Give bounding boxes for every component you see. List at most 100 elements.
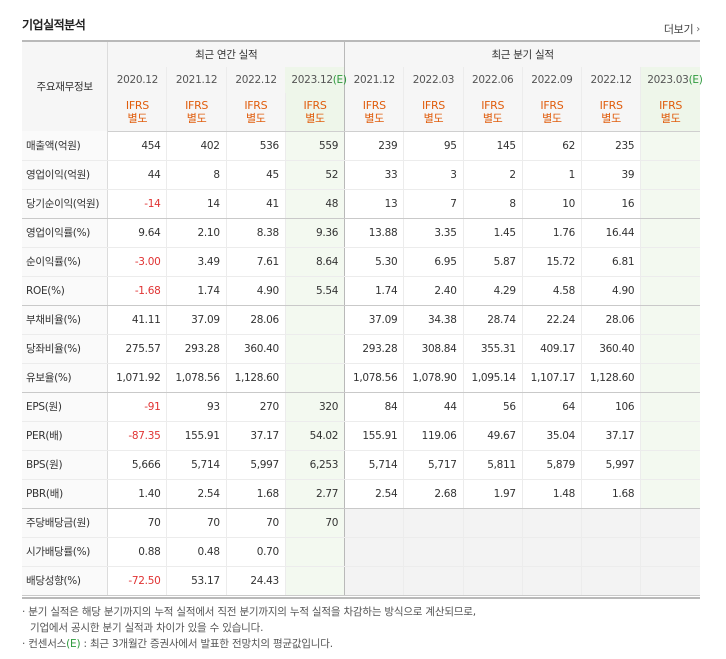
- table-row: 배당성향(%) -72.50 53.17 24.43: [22, 566, 700, 596]
- ifrs-line1: IFRS: [540, 98, 564, 112]
- quarter-value-cell: 5.87: [462, 247, 523, 277]
- quarter-value-cell: [344, 508, 404, 538]
- quarter-value-cell: [640, 218, 700, 248]
- footnotes: · 분기 실적은 해당 분기까지의 누적 실적에서 직전 분기까지의 누적 실적…: [22, 604, 712, 652]
- annual-value-cell: 1.68: [225, 479, 286, 509]
- quarter-value-cell: [462, 537, 523, 567]
- estimate-marker: (E): [66, 638, 81, 650]
- ifrs-standard-label: IFRS 별도: [284, 93, 345, 132]
- quarter-value-cell: [640, 537, 700, 567]
- annual-value-cell: [284, 537, 345, 567]
- quarter-value-cell: 409.17: [521, 334, 582, 364]
- quarter-value-cell: 64: [521, 392, 582, 422]
- quarter-value-cell: 37.09: [344, 305, 404, 335]
- quarter-value-cell: 1.97: [462, 479, 523, 509]
- quarter-value-cell: [640, 566, 700, 596]
- footnote-2-prefix: · 컨센서스: [22, 638, 67, 650]
- period-label: 2023.03: [647, 74, 689, 86]
- quarter-value-cell: 5,811: [462, 450, 523, 480]
- table-row: PBR(배) 1.40 2.54 1.68 2.77 2.54 2.68 1.97 1.48 1.…: [22, 479, 700, 509]
- ifrs-line1: IFRS: [185, 98, 209, 112]
- ifrs-standard-label: IFRS 별도: [640, 93, 700, 132]
- quarter-value-cell: 7: [403, 189, 464, 219]
- annual-value-cell: 1.74: [166, 276, 227, 306]
- more-label: 더보기: [663, 23, 694, 36]
- annual-value-cell: 1.40: [107, 479, 167, 509]
- annual-value-cell: 9.64: [107, 218, 167, 248]
- annual-value-cell: 5,714: [166, 450, 227, 480]
- annual-value-cell: 70: [284, 508, 345, 538]
- row-label: 영업이익(억원): [22, 160, 109, 190]
- annual-value-cell: -87.35: [107, 421, 167, 451]
- row-label: 영업이익률(%): [22, 218, 109, 248]
- quarter-value-cell: 34.38: [403, 305, 464, 335]
- table-row: EPS(원) -91 93 270 320 84 44 56 64 106: [22, 392, 700, 422]
- annual-period-header: 2022.12: [225, 67, 286, 93]
- group-annual: 최근 연간 실적: [107, 40, 345, 67]
- quarter-value-cell: [581, 508, 641, 538]
- annual-value-cell: 559: [284, 131, 345, 161]
- quarter-value-cell: 22.24: [521, 305, 582, 335]
- quarter-period-header: 2022.06: [462, 67, 523, 93]
- annual-value-cell: [284, 363, 345, 393]
- annual-period-header: 2023.12(E): [285, 67, 347, 93]
- annual-value-cell: 5.54: [284, 276, 345, 306]
- annual-value-cell: 8: [166, 160, 227, 190]
- ifrs-standard-label: IFRS 별도: [581, 93, 641, 132]
- annual-value-cell: 45: [225, 160, 286, 190]
- annual-value-cell: 2.77: [284, 479, 345, 509]
- annual-value-cell: 48: [284, 189, 345, 219]
- annual-value-cell: -1.68: [107, 276, 167, 306]
- ifrs-line1: IFRS: [244, 98, 268, 112]
- annual-value-cell: 293.28: [166, 334, 227, 364]
- estimate-marker: (E): [332, 74, 347, 86]
- ifrs-line1: IFRS: [481, 98, 505, 112]
- quarter-value-cell: 13.88: [344, 218, 404, 248]
- header-group-row: 주요재무정보 최근 연간 실적 최근 분기 실적: [22, 40, 700, 131]
- quarter-value-cell: 16: [581, 189, 641, 219]
- ifrs-standard-label: IFRS 별도: [225, 93, 286, 132]
- quarter-value-cell: 235: [581, 131, 641, 161]
- quarter-value-cell: 95: [403, 131, 464, 161]
- ifrs-standard-label: IFRS 별도: [107, 93, 167, 132]
- quarter-value-cell: [462, 508, 523, 538]
- annual-value-cell: 37.09: [166, 305, 227, 335]
- quarter-value-cell: 1,107.17: [521, 363, 582, 393]
- annual-period-header: 2020.12: [107, 67, 167, 93]
- table-row: 주당배당금(원) 70 70 70 70: [22, 508, 700, 538]
- quarter-value-cell: 8: [462, 189, 523, 219]
- table-row: 유보율(%) 1,071.92 1,078.56 1,128.60 1,078.56 1,…: [22, 363, 700, 393]
- annual-value-cell: 28.06: [225, 305, 286, 335]
- quarter-value-cell: 106: [581, 392, 641, 422]
- quarter-value-cell: 308.84: [403, 334, 464, 364]
- ifrs-line1: IFRS: [303, 98, 327, 112]
- quarter-value-cell: [403, 566, 464, 596]
- table-row: 당기순이익(억원) -14 14 41 48 13 7 8 10 16: [22, 189, 700, 219]
- section-title: 기업실적분석: [22, 18, 86, 32]
- annual-value-cell: 37.17: [225, 421, 286, 451]
- period-label: 2020.12: [116, 74, 159, 86]
- ifrs-standard-label: IFRS 별도: [166, 93, 227, 132]
- quarter-value-cell: 4.29: [462, 276, 523, 306]
- annual-value-cell: 8.64: [284, 247, 345, 277]
- row-label: 순이익률(%): [22, 247, 109, 277]
- quarter-value-cell: 5.30: [344, 247, 404, 277]
- annual-value-cell: 6,253: [284, 450, 345, 480]
- quarter-value-cell: [640, 392, 700, 422]
- quarter-value-cell: 28.74: [462, 305, 523, 335]
- annual-value-cell: 2.10: [166, 218, 227, 248]
- quarter-value-cell: 5,997: [581, 450, 641, 480]
- annual-value-cell: 53.17: [166, 566, 227, 596]
- annual-value-cell: 70: [166, 508, 227, 538]
- row-label: 당기순이익(억원): [22, 189, 109, 219]
- more-link[interactable]: 더보기 ›: [664, 21, 700, 37]
- quarter-value-cell: 49.67: [462, 421, 523, 451]
- annual-value-cell: 360.40: [225, 334, 286, 364]
- ifrs-line2: 별도: [542, 111, 562, 125]
- quarter-value-cell: 6.95: [403, 247, 464, 277]
- quarter-value-cell: 4.58: [521, 276, 582, 306]
- table-row: 시가배당률(%) 0.88 0.48 0.70: [22, 537, 700, 567]
- ifrs-line1: IFRS: [421, 98, 445, 112]
- footnote-1-cont: 기업에서 공시한 분기 실적과 차이가 있을 수 있습니다.: [30, 622, 264, 634]
- quarter-value-cell: [521, 537, 582, 567]
